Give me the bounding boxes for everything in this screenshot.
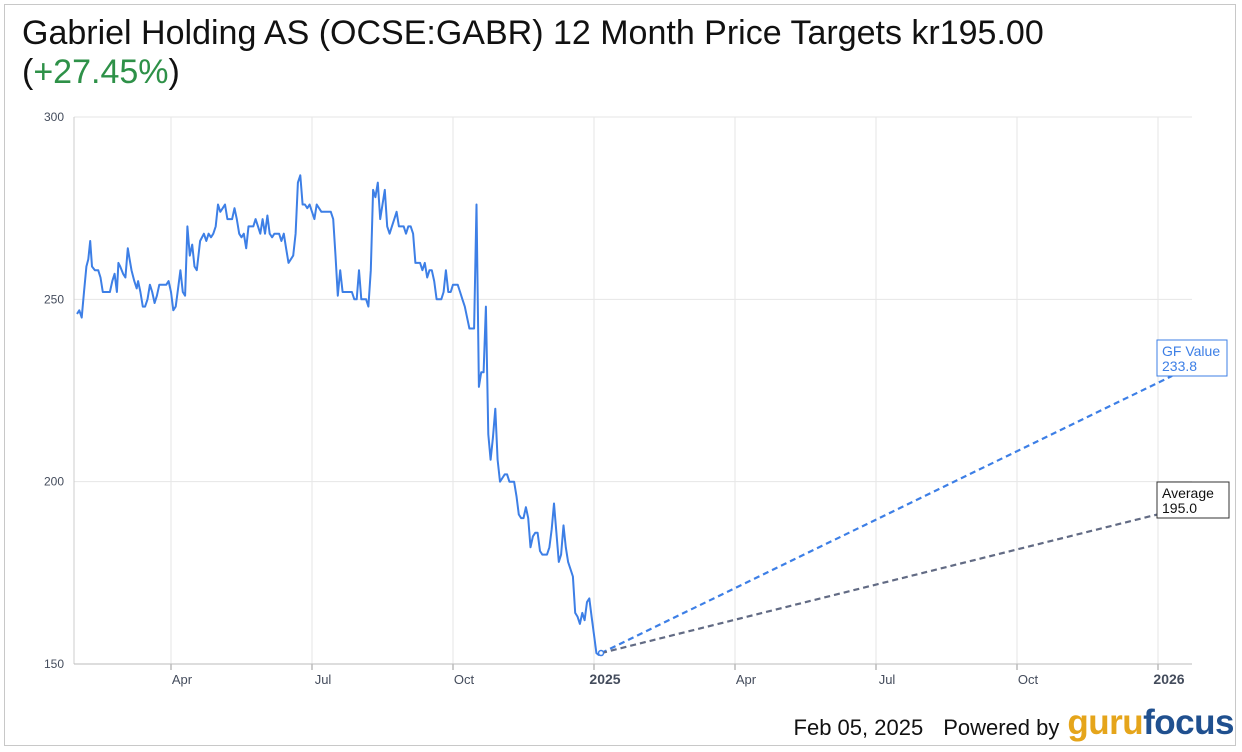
average-label-box xyxy=(1156,481,1230,519)
x-tick-label: Oct xyxy=(454,672,475,687)
x-tick-label: Jul xyxy=(879,672,896,687)
average-label: Average xyxy=(1162,485,1214,501)
x-tick-label: Jul xyxy=(315,672,332,687)
gf-value-label-box xyxy=(1156,339,1228,377)
gf-value-line xyxy=(600,374,1173,655)
logo-part-guru: guru xyxy=(1067,703,1144,742)
price-line xyxy=(76,174,602,656)
x-tick-label: 2026 xyxy=(1153,671,1184,687)
average-line xyxy=(600,509,1173,655)
title-pct-close: ) xyxy=(168,53,180,91)
y-tick-label: 200 xyxy=(44,475,64,489)
title-text: Gabriel Holding AS (OCSE:GABR) 12 Month … xyxy=(22,14,1044,52)
average-value: 195.0 xyxy=(1162,500,1197,516)
x-tick-label: Apr xyxy=(736,672,757,687)
gf-value-label: GF Value xyxy=(1162,343,1220,359)
price-end-marker xyxy=(597,649,605,657)
chart-frame xyxy=(4,4,1236,746)
title-pct-open: ( xyxy=(22,53,34,91)
y-tick-label: 250 xyxy=(44,292,64,306)
y-tick-label: 150 xyxy=(44,657,64,671)
x-tick-label: Oct xyxy=(1018,672,1039,687)
chart-title: Gabriel Holding AS (OCSE:GABR) 12 Month … xyxy=(22,14,1172,92)
footer: Feb 05, 2025 Powered by gurufocus xyxy=(793,703,1235,742)
powered-by-label: Powered by xyxy=(943,715,1060,740)
x-tick-label: Apr xyxy=(172,672,193,687)
title-percent-change: +27.45% xyxy=(33,53,169,91)
x-tick-label: 2025 xyxy=(589,671,620,687)
gf-value-value: 233.8 xyxy=(1162,358,1197,374)
y-tick-label: 300 xyxy=(44,110,64,124)
logo-part-focus: focus xyxy=(1143,703,1234,742)
gurufocus-logo[interactable]: gurufocus xyxy=(1067,703,1234,742)
footer-date: Feb 05, 2025 xyxy=(793,715,924,740)
